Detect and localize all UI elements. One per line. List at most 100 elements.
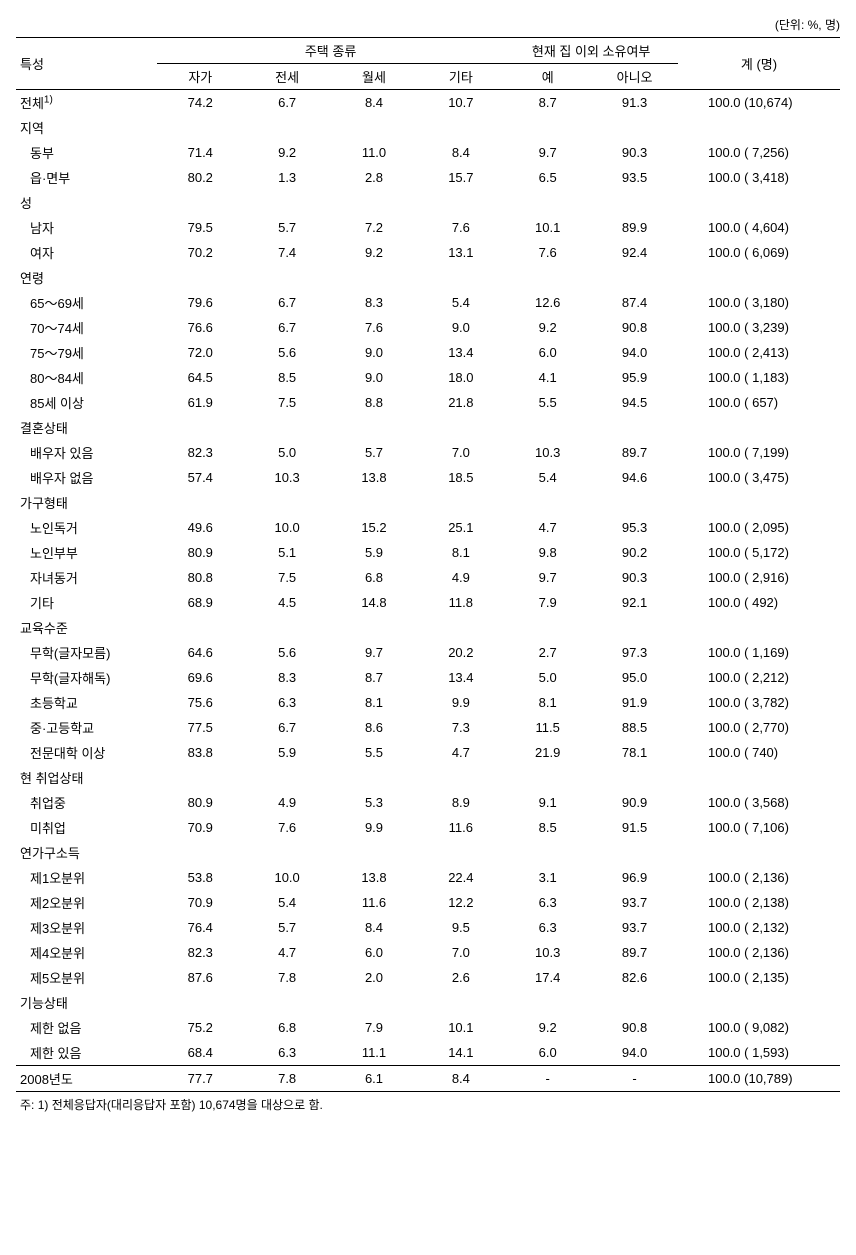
cell-value: 5.5: [504, 390, 591, 415]
cell-value: 95.0: [591, 665, 678, 690]
table-row: 기타68.94.514.811.87.992.1100.0 ( 492): [16, 590, 840, 615]
cell-value: 2.7: [504, 640, 591, 665]
cell-value: 10.3: [244, 465, 331, 490]
cell-value: 93.5: [591, 165, 678, 190]
cell-value: 11.1: [331, 1040, 418, 1066]
cell-value: 9.0: [331, 340, 418, 365]
row-label: 노인부부: [16, 540, 157, 565]
cell-value: 8.7: [504, 90, 591, 116]
row-label: 초등학교: [16, 690, 157, 715]
cell-value: 5.3: [331, 790, 418, 815]
cell-value: 74.2: [157, 90, 244, 116]
cell-value: 18.0: [417, 365, 504, 390]
cell-value: 75.2: [157, 1015, 244, 1040]
cell-value: 8.1: [504, 690, 591, 715]
cell-value: 8.3: [331, 290, 418, 315]
cell-value: 7.2: [331, 215, 418, 240]
cell-value: 15.2: [331, 515, 418, 540]
cell-total: 100.0 ( 657): [678, 390, 840, 415]
group-title: 가구형태: [16, 490, 840, 515]
cell-value: 94.6: [591, 465, 678, 490]
cell-value: 7.6: [244, 815, 331, 840]
cell-value: 9.1: [504, 790, 591, 815]
cell-value: 92.4: [591, 240, 678, 265]
row-label: 취업중: [16, 790, 157, 815]
cell-value: 80.9: [157, 790, 244, 815]
cell-value: 4.5: [244, 590, 331, 615]
cell-value: 49.6: [157, 515, 244, 540]
group-header-row: 성: [16, 190, 840, 215]
table-row: 노인부부80.95.15.98.19.890.2100.0 ( 5,172): [16, 540, 840, 565]
cell-value: 87.6: [157, 965, 244, 990]
cell-total: 100.0 ( 4,604): [678, 215, 840, 240]
cell-value: 77.5: [157, 715, 244, 740]
group-title: 기능상태: [16, 990, 840, 1015]
cell-value: 5.6: [244, 640, 331, 665]
cell-value: 90.9: [591, 790, 678, 815]
cell-total: 100.0 ( 9,082): [678, 1015, 840, 1040]
cell-total: 100.0 ( 1,593): [678, 1040, 840, 1066]
group-header-row: 결혼상태: [16, 415, 840, 440]
cell-total: 100.0 ( 2,135): [678, 965, 840, 990]
cell-value: 2.8: [331, 165, 418, 190]
table-row: 무학(글자해독)69.68.38.713.45.095.0100.0 ( 2,2…: [16, 665, 840, 690]
unit-label: (단위: %, 명): [16, 16, 840, 33]
cell-value: 4.9: [417, 565, 504, 590]
cell-value: 8.9: [417, 790, 504, 815]
table-row: 여자70.27.49.213.17.692.4100.0 ( 6,069): [16, 240, 840, 265]
table-row: 제3오분위76.45.78.49.56.393.7100.0 ( 2,132): [16, 915, 840, 940]
superscript: 1): [44, 95, 53, 106]
cell-value: 8.6: [331, 715, 418, 740]
group-title: 현 취업상태: [16, 765, 840, 790]
cell-value: 11.6: [331, 890, 418, 915]
cell-value: 7.4: [244, 240, 331, 265]
cell-total: 100.0 ( 1,169): [678, 640, 840, 665]
cell-value: 95.3: [591, 515, 678, 540]
group-title: 지역: [16, 115, 840, 140]
cell-total: 100.0 ( 2,132): [678, 915, 840, 940]
cell-value: 4.1: [504, 365, 591, 390]
row-label: 무학(글자모름): [16, 640, 157, 665]
cell-value: 5.7: [244, 215, 331, 240]
cell-value: 90.8: [591, 1015, 678, 1040]
row-label: 제1오분위: [16, 865, 157, 890]
cell-value: 6.7: [244, 290, 331, 315]
cell-total: 100.0 ( 2,916): [678, 565, 840, 590]
cell-total: 100.0 ( 2,212): [678, 665, 840, 690]
table-row: 남자79.55.77.27.610.189.9100.0 ( 4,604): [16, 215, 840, 240]
cell-value: 7.0: [417, 440, 504, 465]
cell-value: 5.7: [331, 440, 418, 465]
table-row: 초등학교75.66.38.19.98.191.9100.0 ( 3,782): [16, 690, 840, 715]
cell-value: 6.5: [504, 165, 591, 190]
row-label: 2008년도: [16, 1066, 157, 1092]
cell-value: 82.6: [591, 965, 678, 990]
row-label: 전체1): [16, 90, 157, 116]
cell-value: 8.4: [417, 140, 504, 165]
cell-value: -: [504, 1066, 591, 1092]
row-label: 전문대학 이상: [16, 740, 157, 765]
cell-value: 12.6: [504, 290, 591, 315]
group-header-row: 연가구소득: [16, 840, 840, 865]
cell-value: 10.3: [504, 940, 591, 965]
cell-value: 6.3: [504, 915, 591, 940]
cell-value: 8.1: [417, 540, 504, 565]
cell-value: 79.5: [157, 215, 244, 240]
cell-value: 7.5: [244, 390, 331, 415]
table-row: 배우자 없음57.410.313.818.55.494.6100.0 ( 3,4…: [16, 465, 840, 490]
cell-total: 100.0 ( 6,069): [678, 240, 840, 265]
row-label: 제4오분위: [16, 940, 157, 965]
table-row: 미취업70.97.69.911.68.591.5100.0 ( 7,106): [16, 815, 840, 840]
cell-value: 91.5: [591, 815, 678, 840]
cell-value: 89.7: [591, 440, 678, 465]
cell-value: 64.5: [157, 365, 244, 390]
cell-value: 80.8: [157, 565, 244, 590]
row-label: 기타: [16, 590, 157, 615]
cell-value: 80.2: [157, 165, 244, 190]
cell-value: 14.1: [417, 1040, 504, 1066]
cell-value: 8.5: [504, 815, 591, 840]
table-row: 제5오분위87.67.82.02.617.482.6100.0 ( 2,135): [16, 965, 840, 990]
cell-total: 100.0 ( 3,180): [678, 290, 840, 315]
cell-value: 5.4: [504, 465, 591, 490]
cell-value: 6.1: [331, 1066, 418, 1092]
cell-value: 7.6: [331, 315, 418, 340]
